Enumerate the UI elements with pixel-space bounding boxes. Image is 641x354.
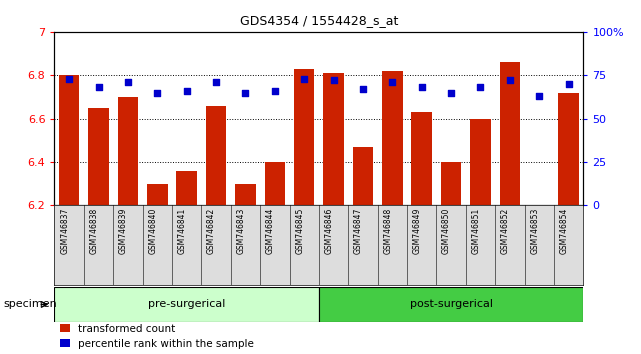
Text: GSM746844: GSM746844 — [266, 208, 275, 254]
Point — [476, 85, 486, 90]
Text: GSM746847: GSM746847 — [354, 208, 363, 254]
Point — [270, 88, 280, 94]
Bar — [54, 287, 319, 322]
Point — [563, 81, 574, 87]
Bar — [323, 73, 344, 205]
Point — [446, 90, 456, 96]
Text: GDS4354 / 1554428_s_at: GDS4354 / 1554428_s_at — [240, 14, 398, 27]
Text: GSM746853: GSM746853 — [530, 208, 539, 254]
Text: GSM746851: GSM746851 — [472, 208, 481, 254]
Text: GSM746840: GSM746840 — [148, 208, 157, 254]
Point — [417, 85, 427, 90]
Legend: transformed count, percentile rank within the sample: transformed count, percentile rank withi… — [60, 324, 254, 349]
Point — [358, 86, 368, 92]
Text: GSM746843: GSM746843 — [237, 208, 246, 254]
Point — [504, 78, 515, 83]
Bar — [441, 162, 462, 205]
Point — [181, 88, 192, 94]
Text: GSM746842: GSM746842 — [207, 208, 216, 254]
Bar — [382, 71, 403, 205]
Text: GSM746849: GSM746849 — [413, 208, 422, 254]
Bar — [265, 162, 285, 205]
Text: GSM746848: GSM746848 — [383, 208, 392, 254]
Bar — [59, 75, 79, 205]
Point — [123, 79, 133, 85]
Text: post-surgerical: post-surgerical — [410, 299, 492, 309]
Text: GSM746854: GSM746854 — [560, 208, 569, 254]
Point — [94, 85, 104, 90]
Text: GSM746841: GSM746841 — [178, 208, 187, 254]
Text: GSM746837: GSM746837 — [60, 208, 69, 254]
Text: GSM746846: GSM746846 — [324, 208, 333, 254]
Text: pre-surgerical: pre-surgerical — [148, 299, 226, 309]
Bar — [499, 62, 520, 205]
Bar — [412, 112, 432, 205]
Bar — [206, 105, 226, 205]
Bar — [147, 184, 167, 205]
Point — [299, 76, 310, 81]
Bar — [353, 147, 373, 205]
Bar — [319, 287, 583, 322]
Point — [64, 76, 74, 81]
Bar — [558, 93, 579, 205]
Point — [328, 78, 338, 83]
Point — [152, 90, 162, 96]
Point — [240, 90, 251, 96]
Bar — [118, 97, 138, 205]
Text: GSM746850: GSM746850 — [442, 208, 451, 254]
Text: specimen: specimen — [3, 299, 57, 309]
Text: GSM746845: GSM746845 — [296, 208, 304, 254]
Bar — [176, 171, 197, 205]
Text: GSM746838: GSM746838 — [90, 208, 99, 254]
Bar — [294, 69, 315, 205]
Point — [211, 79, 221, 85]
Bar — [88, 108, 109, 205]
Text: GSM746852: GSM746852 — [501, 208, 510, 254]
Point — [387, 79, 397, 85]
Text: GSM746839: GSM746839 — [119, 208, 128, 254]
Bar — [470, 119, 491, 205]
Point — [534, 93, 544, 99]
Bar — [235, 184, 256, 205]
